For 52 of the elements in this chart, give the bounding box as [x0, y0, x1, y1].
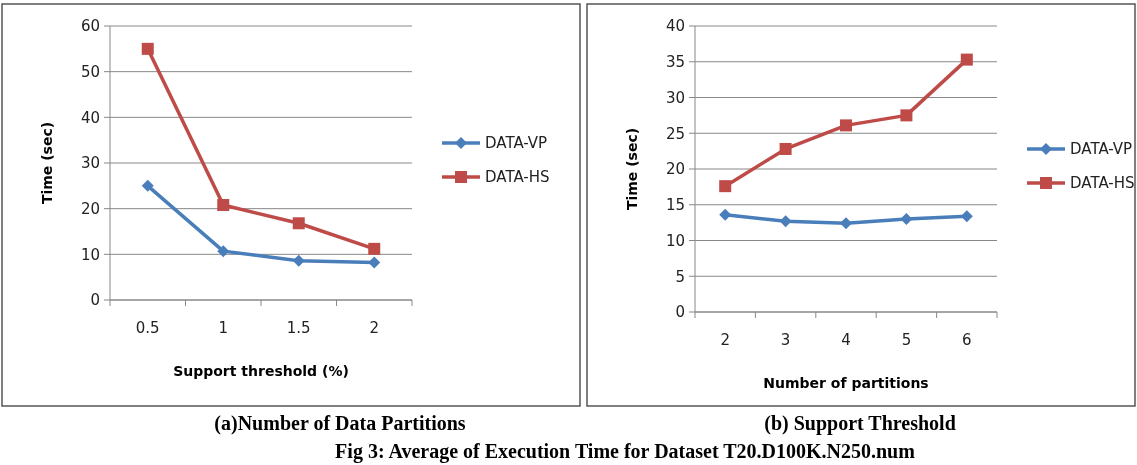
- legend-label: DATA-HS: [485, 168, 550, 187]
- x-tick-label: 2: [369, 319, 380, 337]
- x-tick-label: 4: [841, 331, 851, 349]
- x-tick-label: 6: [962, 331, 972, 349]
- y-tick-label: 10: [665, 231, 685, 250]
- x-tick-label: 1: [218, 319, 229, 337]
- point: [719, 180, 732, 193]
- point: [840, 217, 852, 230]
- x-axis-title: Support threshold (%): [173, 363, 349, 379]
- y-tick-label: 20: [80, 199, 100, 218]
- point: [719, 208, 732, 221]
- y-axis-title: Time (sec): [624, 127, 640, 211]
- legend-label: DATA-VP: [1070, 140, 1133, 159]
- y-tick-label: 20: [665, 160, 685, 179]
- y-tick-label: 30: [665, 88, 685, 107]
- point: [141, 42, 154, 55]
- point: [292, 217, 305, 230]
- y-tick-label: 40: [80, 108, 100, 127]
- y-axis-title: Time (sec): [39, 121, 55, 205]
- x-tick-label: 2: [720, 331, 730, 349]
- point: [840, 119, 852, 132]
- y-tick-label: 0: [675, 303, 685, 322]
- point: [368, 242, 381, 255]
- x-tick-label: 3: [780, 331, 791, 349]
- y-tick-label: 50: [80, 62, 100, 81]
- y-tick-label: 30: [80, 154, 100, 173]
- y-tick-label: 25: [665, 124, 685, 143]
- x-tick-label: 0.5: [135, 319, 160, 337]
- x-axis-title: Number of partitions: [763, 375, 929, 391]
- point: [217, 199, 230, 212]
- point: [779, 142, 792, 155]
- point: [217, 245, 230, 258]
- point: [900, 213, 913, 226]
- x-tick-label: 5: [901, 331, 912, 349]
- y-tick-label: 40: [665, 17, 685, 36]
- y-tick-label: 5: [675, 267, 685, 286]
- point: [141, 179, 154, 192]
- y-tick-label: 10: [80, 245, 100, 264]
- y-tick-label: 35: [665, 53, 685, 71]
- caption: Fig 3: Average of Execution Time for Dataset T20.D100K.N250.num: [335, 440, 916, 463]
- x-tick-label: 1.5: [286, 319, 311, 337]
- y-tick-label: 15: [665, 196, 685, 214]
- legend-label: DATA-HS: [1070, 174, 1135, 193]
- point: [779, 215, 792, 228]
- point: [900, 109, 913, 122]
- text: (a)Number of Data Partitions: [214, 412, 466, 435]
- y-tick-label: 60: [80, 17, 100, 36]
- y-tick-label: 0: [90, 291, 100, 310]
- point: [960, 53, 973, 66]
- text: (b) Support Threshold: [764, 412, 956, 435]
- legend-label: DATA-VP: [485, 134, 548, 153]
- point: [292, 254, 305, 267]
